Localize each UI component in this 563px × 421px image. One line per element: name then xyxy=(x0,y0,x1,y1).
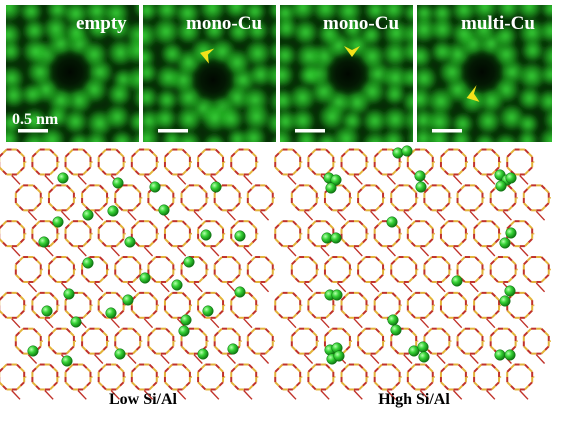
copper-atom xyxy=(41,305,53,317)
copper-atom xyxy=(392,147,404,159)
model-caption-low-si-al: Low Si/Al xyxy=(109,391,178,408)
copper-atom xyxy=(234,230,246,242)
copper-atom xyxy=(505,227,517,239)
copper-atom xyxy=(105,307,117,319)
scale-bar xyxy=(18,129,48,133)
copper-atom xyxy=(122,294,134,306)
scale-bar xyxy=(295,129,325,133)
copper-atom xyxy=(171,279,183,291)
copper-atom xyxy=(158,204,170,216)
copper-atom xyxy=(234,286,246,298)
zeolite-model-low-si-al xyxy=(0,148,275,400)
copper-atom xyxy=(63,288,75,300)
stm-panel-mono-cu-1 xyxy=(143,5,276,142)
copper-atom xyxy=(333,350,345,362)
copper-atom xyxy=(70,316,82,328)
copper-atom xyxy=(38,236,50,248)
scale-bar-label: 0.5 nm xyxy=(12,111,59,128)
copper-atom xyxy=(417,341,429,353)
copper-atom xyxy=(330,174,342,186)
copper-atom xyxy=(82,257,94,269)
marker-arrow-icon xyxy=(344,46,360,57)
copper-atom xyxy=(325,182,337,194)
scale-bar xyxy=(158,129,188,133)
copper-atom xyxy=(415,181,427,193)
copper-atom xyxy=(418,351,430,363)
copper-atom xyxy=(504,285,516,297)
copper-atom xyxy=(387,314,399,326)
copper-atom xyxy=(505,172,517,184)
copper-atom xyxy=(210,181,222,193)
copper-atom xyxy=(200,229,212,241)
copper-atom xyxy=(139,272,151,284)
copper-atom xyxy=(183,256,195,268)
copper-atom xyxy=(107,205,119,217)
copper-atom xyxy=(414,170,426,182)
copper-atom xyxy=(180,314,192,326)
copper-atom xyxy=(149,181,161,193)
copper-atom xyxy=(494,349,506,361)
copper-atom xyxy=(114,348,126,360)
panel-label-mono-cu-1: mono-Cu xyxy=(186,13,262,34)
copper-atom xyxy=(331,289,343,301)
copper-atom xyxy=(451,275,463,287)
copper-atom xyxy=(401,145,413,157)
copper-atom xyxy=(27,345,39,357)
panel-label-mono-cu-2: mono-Cu xyxy=(323,13,399,34)
copper-atom xyxy=(227,343,239,355)
copper-atom xyxy=(495,180,507,192)
stm-panel-mono-cu-2 xyxy=(280,5,413,142)
scale-bar xyxy=(432,129,462,133)
copper-atom xyxy=(330,232,342,244)
copper-atom xyxy=(390,324,402,336)
copper-atom xyxy=(52,216,64,228)
copper-atom xyxy=(202,305,214,317)
marker-arrow-icon xyxy=(466,85,480,102)
stm-panel-empty xyxy=(6,5,139,142)
copper-atom xyxy=(499,237,511,249)
copper-atom xyxy=(499,295,511,307)
copper-atom xyxy=(61,355,73,367)
copper-atom xyxy=(504,349,516,361)
panel-label-empty: empty xyxy=(76,13,127,34)
marker-arrow-icon xyxy=(200,48,215,64)
panel-label-multi-cu: multi-Cu xyxy=(461,13,535,34)
copper-atom xyxy=(197,348,209,360)
copper-atom xyxy=(178,325,190,337)
copper-atom xyxy=(57,172,69,184)
copper-atom xyxy=(386,216,398,228)
copper-atom xyxy=(82,209,94,221)
model-caption-high-si-al: High Si/Al xyxy=(378,391,450,408)
copper-atom xyxy=(112,177,124,189)
copper-atom xyxy=(124,236,136,248)
stm-panel-multi-cu xyxy=(417,5,552,142)
zeolite-model-high-si-al xyxy=(274,145,551,400)
